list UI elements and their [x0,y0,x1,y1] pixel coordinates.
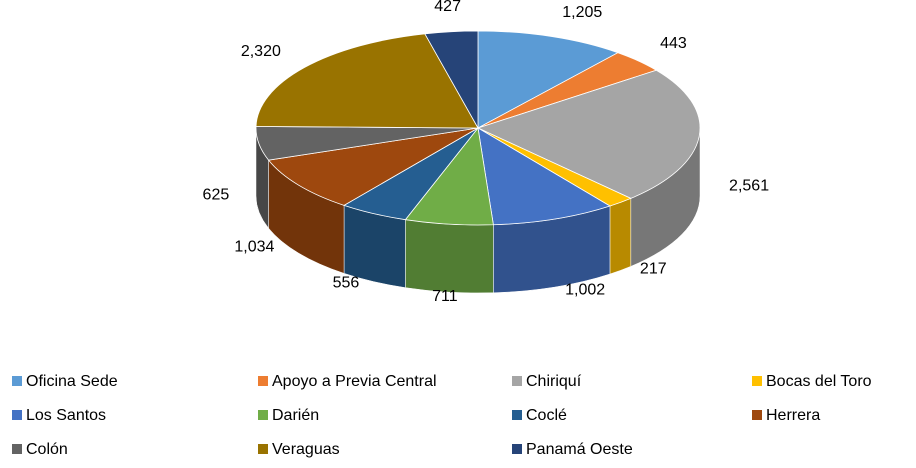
slice [267,127,479,206]
data-label: 2,320 [241,43,281,60]
data-label: 217 [640,260,667,277]
legend-label: Darién [272,407,319,424]
legend-label: Veraguas [272,441,340,458]
legend-label: Los Santos [26,407,106,424]
data-label: 427 [434,0,461,15]
slice [477,30,619,129]
legend-swatch [512,444,522,454]
slice [476,69,701,199]
slice-side [609,197,632,275]
slice [424,30,479,130]
legend-swatch [258,410,268,420]
legend-label: Chiriquí [526,373,582,390]
data-label: 2,561 [729,177,769,194]
data-label: 1,205 [562,4,602,21]
legend-swatch [752,410,762,420]
legend-label: Bocas del Toro [766,373,872,390]
legend-swatch [12,376,22,386]
legend-swatch [12,410,22,420]
slice-side [405,219,494,294]
legend-label: Oficina Sede [26,373,118,390]
legend-label: Panamá Oeste [526,441,633,458]
data-label: 556 [333,274,360,291]
slice [477,127,611,226]
legend-swatch [258,376,268,386]
legend-swatch [752,376,762,386]
slice [255,33,479,129]
data-label: 1,002 [565,281,605,298]
legend-label: Coclé [526,407,567,424]
data-label: 625 [203,186,230,203]
legend-swatch [258,444,268,454]
legend-swatch [512,376,522,386]
legend-label: Apoyo a Previa Central [272,373,437,390]
data-label: 443 [660,35,687,52]
legend-label: Colón [26,441,68,458]
data-label: 1,034 [234,239,274,256]
data-label: 711 [432,288,458,305]
legend-swatch [512,410,522,420]
legend-label: Herrera [766,407,820,424]
legend-swatch [12,444,22,454]
